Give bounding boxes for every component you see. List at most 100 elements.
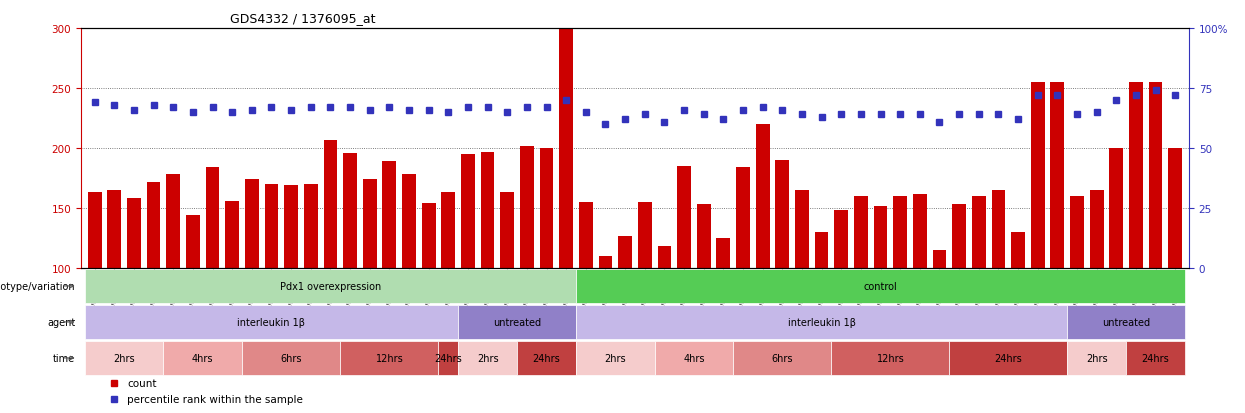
Text: interleukin 1β: interleukin 1β (788, 317, 855, 327)
Bar (167, 175, 181, 388)
Text: count: count (127, 378, 157, 388)
Text: agent: agent (47, 317, 76, 327)
Text: Pdx1 overexpression: Pdx1 overexpression (280, 281, 381, 291)
Bar (913, 194, 926, 388)
Bar (1168, 149, 1182, 388)
FancyBboxPatch shape (85, 305, 458, 339)
Bar (245, 180, 259, 388)
FancyBboxPatch shape (655, 341, 733, 375)
FancyBboxPatch shape (1127, 341, 1185, 375)
Bar (559, 23, 573, 388)
Bar (874, 206, 888, 388)
Text: 4hrs: 4hrs (192, 353, 213, 363)
FancyBboxPatch shape (733, 341, 832, 375)
Bar (422, 204, 436, 388)
Text: 2hrs: 2hrs (113, 353, 134, 363)
FancyBboxPatch shape (458, 341, 517, 375)
Bar (637, 202, 651, 388)
Bar (854, 197, 868, 388)
Bar (894, 197, 908, 388)
Bar (756, 125, 769, 388)
Bar (500, 193, 514, 388)
Text: untreated: untreated (1102, 317, 1150, 327)
Bar (716, 238, 731, 388)
Bar (796, 190, 809, 388)
Bar (1089, 190, 1103, 388)
FancyBboxPatch shape (576, 305, 1067, 339)
Bar (657, 247, 671, 388)
Text: control: control (864, 281, 898, 291)
FancyBboxPatch shape (85, 269, 576, 304)
FancyBboxPatch shape (517, 341, 576, 375)
Bar (1051, 83, 1064, 388)
FancyBboxPatch shape (85, 341, 163, 375)
Bar (442, 193, 456, 388)
Text: percentile rank within the sample: percentile rank within the sample (127, 394, 304, 404)
Text: 6hrs: 6hrs (772, 353, 793, 363)
Text: 4hrs: 4hrs (684, 353, 705, 363)
FancyBboxPatch shape (458, 305, 576, 339)
FancyBboxPatch shape (1067, 305, 1185, 339)
Text: 24hrs: 24hrs (533, 353, 560, 363)
Bar (324, 140, 337, 388)
Bar (677, 166, 691, 388)
FancyBboxPatch shape (832, 341, 949, 375)
Bar (304, 185, 317, 388)
Bar (619, 236, 632, 388)
Text: 2hrs: 2hrs (605, 353, 626, 363)
Bar (991, 190, 1005, 388)
Text: untreated: untreated (493, 317, 542, 327)
Text: 24hrs: 24hrs (995, 353, 1022, 363)
Bar (402, 175, 416, 388)
Text: interleukin 1β: interleukin 1β (238, 317, 305, 327)
Bar (539, 149, 554, 388)
Bar (284, 186, 298, 388)
Bar (127, 199, 141, 388)
Bar (107, 190, 121, 388)
Bar (1129, 83, 1143, 388)
Text: 12hrs: 12hrs (376, 353, 403, 363)
Bar (520, 146, 534, 388)
Bar (972, 197, 986, 388)
FancyBboxPatch shape (438, 341, 458, 375)
Bar (362, 180, 376, 388)
FancyBboxPatch shape (340, 341, 438, 375)
Text: GDS4332 / 1376095_at: GDS4332 / 1376095_at (230, 12, 376, 25)
Text: 6hrs: 6hrs (280, 353, 301, 363)
Bar (1011, 233, 1025, 388)
Text: 24hrs: 24hrs (435, 353, 462, 363)
Bar (736, 168, 749, 388)
Text: 2hrs: 2hrs (1086, 353, 1108, 363)
Bar (382, 162, 396, 388)
Bar (776, 161, 789, 388)
Bar (814, 233, 828, 388)
Bar (265, 185, 279, 388)
Text: genotype/variation: genotype/variation (0, 281, 76, 291)
FancyBboxPatch shape (576, 341, 655, 375)
FancyBboxPatch shape (949, 341, 1067, 375)
Bar (186, 216, 199, 388)
Text: time: time (54, 353, 76, 363)
FancyBboxPatch shape (242, 341, 340, 375)
Bar (933, 250, 946, 388)
Bar (599, 256, 613, 388)
Bar (1031, 83, 1045, 388)
Bar (344, 153, 357, 388)
Text: 2hrs: 2hrs (477, 353, 498, 363)
Bar (461, 154, 474, 388)
Bar (481, 152, 494, 388)
Text: 12hrs: 12hrs (876, 353, 904, 363)
Bar (579, 202, 593, 388)
FancyBboxPatch shape (576, 269, 1185, 304)
Bar (1149, 83, 1163, 388)
Bar (834, 211, 848, 388)
FancyBboxPatch shape (163, 341, 242, 375)
Bar (147, 182, 161, 388)
Bar (205, 168, 219, 388)
Bar (225, 201, 239, 388)
Bar (697, 205, 711, 388)
Text: 24hrs: 24hrs (1142, 353, 1169, 363)
FancyBboxPatch shape (1067, 341, 1127, 375)
Bar (88, 193, 102, 388)
Bar (1109, 149, 1123, 388)
